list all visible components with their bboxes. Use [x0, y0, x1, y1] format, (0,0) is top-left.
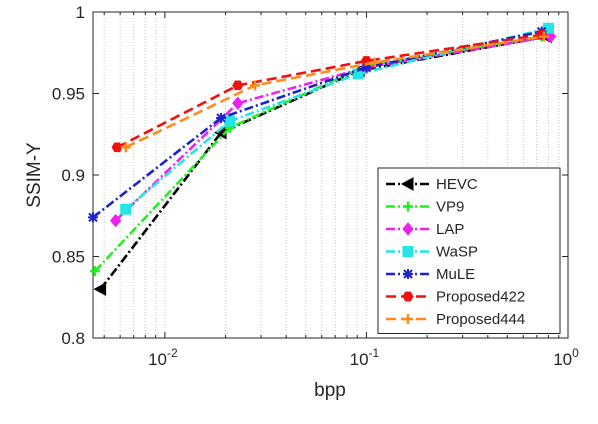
series-layer: [88, 22, 557, 296]
x-tick-label: 10-2: [148, 346, 178, 369]
legend-marker: [402, 291, 414, 302]
y-tick-label: 0.85: [52, 248, 85, 267]
legend-item: MuLE: [386, 266, 475, 283]
y-tick-label: 1: [76, 3, 85, 22]
legend-label: Proposed444: [436, 311, 525, 328]
x-axis-label: bpp: [314, 380, 346, 401]
legend-label: WaSP: [436, 244, 478, 261]
legend-marker: [402, 222, 414, 236]
legend-item: Proposed444: [386, 311, 525, 328]
data-point: [216, 112, 227, 123]
data-point: [93, 282, 107, 296]
legend-label: Proposed422: [436, 289, 525, 306]
legend-marker: [403, 269, 413, 279]
legend-item: VP9: [386, 199, 464, 216]
data-point: [232, 80, 244, 91]
y-axis-label: SSIM-Y: [24, 142, 45, 208]
axis-ticks: 10-2 10-1 100 0.8 0.85 0.9 0.95 1: [52, 3, 579, 369]
data-point: [120, 203, 132, 215]
series-line: [114, 35, 551, 222]
data-point: [111, 142, 123, 153]
y-tick-label: 0.9: [61, 166, 85, 185]
series-line: [124, 27, 549, 211]
data-point: [224, 115, 236, 127]
y-tick-label: 0.8: [61, 329, 85, 348]
data-point: [542, 22, 554, 34]
legend-item: LAP: [386, 221, 464, 238]
data-point: [120, 142, 131, 153]
data-point: [361, 62, 372, 73]
series-line: [125, 35, 545, 149]
series-line: [94, 35, 542, 273]
series-line: [116, 33, 542, 149]
x-tick-label: 100: [553, 346, 579, 369]
legend-label: MuLE: [436, 266, 475, 283]
legend-label: HEVC: [436, 176, 478, 193]
legend-item: WaSP: [386, 244, 478, 261]
legend-item: Proposed422: [386, 289, 525, 306]
legend-marker: [403, 314, 413, 324]
data-point: [232, 96, 244, 111]
data-point: [369, 57, 380, 68]
legend-item: HEVC: [386, 176, 478, 193]
data-point: [110, 213, 122, 228]
data-point: [250, 80, 260, 91]
series-line: [92, 30, 542, 219]
legend-label: VP9: [436, 199, 464, 216]
legend-marker: [403, 201, 413, 212]
data-point: [538, 31, 549, 42]
y-tick-label: 0.95: [52, 85, 85, 104]
series-proposed444: [120, 31, 549, 153]
data-point: [89, 266, 100, 277]
x-tick-label: 10-1: [350, 346, 380, 369]
legend-marker: [400, 177, 414, 191]
legend-marker: [402, 246, 414, 257]
data-point: [88, 212, 98, 223]
legend: HEVC VP9 LAP WaSP MuLE Proposed422 Proposed444: [377, 167, 561, 334]
legend-label: LAP: [436, 221, 464, 238]
